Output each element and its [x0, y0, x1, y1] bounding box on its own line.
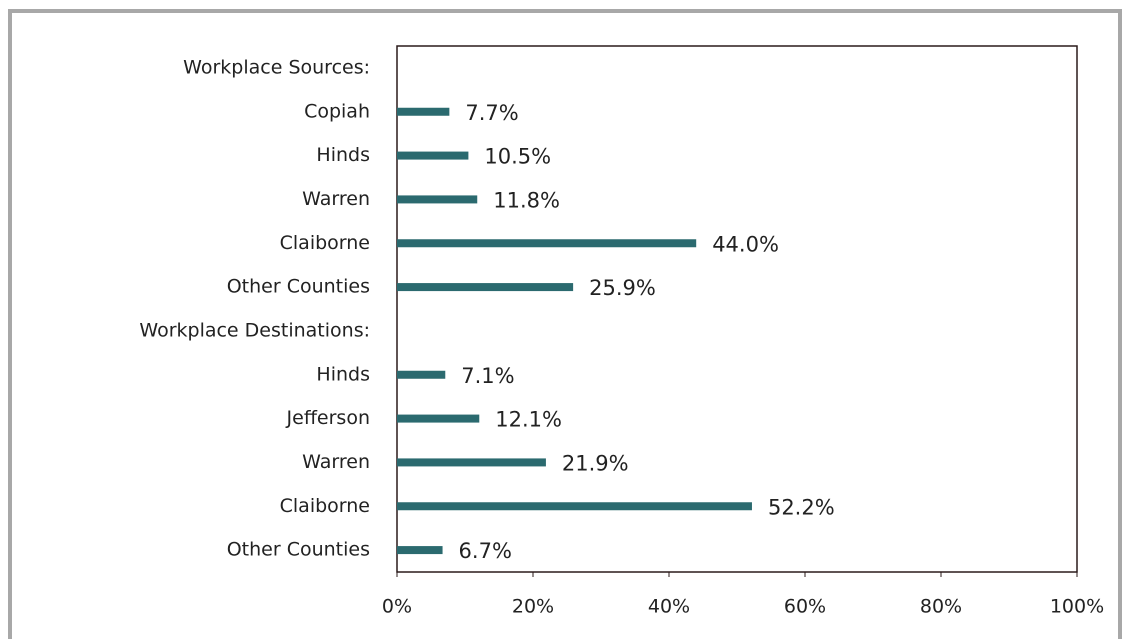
y-tick-label: Warren	[302, 451, 370, 473]
x-tick-label: 40%	[648, 596, 690, 618]
x-tick-label: 60%	[784, 596, 826, 618]
value-label: 12.1%	[495, 408, 562, 432]
bar	[397, 414, 480, 423]
frame	[8, 9, 1122, 639]
bar	[397, 151, 469, 160]
value-label: 44.0%	[712, 232, 779, 256]
bar	[397, 546, 443, 555]
bar	[397, 502, 752, 511]
value-label: 6.7%	[459, 539, 512, 563]
x-tick-label: 100%	[1050, 596, 1104, 618]
y-tick-label: Other Counties	[227, 276, 370, 298]
y-tick-label: Workplace Sources:	[183, 56, 370, 78]
bar	[397, 283, 574, 292]
value-label: 10.5%	[484, 145, 551, 169]
y-tick-label: Claiborne	[280, 495, 370, 517]
y-tick-label: Warren	[302, 188, 370, 210]
y-tick-label: Copiah	[304, 100, 370, 122]
value-label: 21.9%	[562, 451, 629, 475]
bar	[397, 370, 446, 379]
plot-area	[396, 45, 1078, 573]
value-label: 11.8%	[493, 188, 560, 212]
value-label: 7.7%	[465, 101, 518, 125]
bar	[397, 107, 450, 116]
value-label: 52.2%	[768, 495, 835, 519]
y-tick-label: Claiborne	[280, 232, 370, 254]
bar	[397, 195, 478, 204]
x-tick-label: 0%	[382, 596, 412, 618]
y-tick-label: Hinds	[316, 144, 370, 166]
bar	[397, 239, 697, 248]
y-tick-label: Hinds	[316, 363, 370, 385]
y-tick-label: Other Counties	[227, 539, 370, 561]
y-tick-label: Workplace Destinations:	[139, 319, 370, 341]
value-label: 7.1%	[461, 364, 514, 388]
x-tick-label: 20%	[512, 596, 554, 618]
x-tick-label: 80%	[920, 596, 962, 618]
bar	[397, 458, 546, 467]
value-label: 25.9%	[589, 276, 656, 300]
y-tick-label: Jefferson	[286, 407, 370, 429]
